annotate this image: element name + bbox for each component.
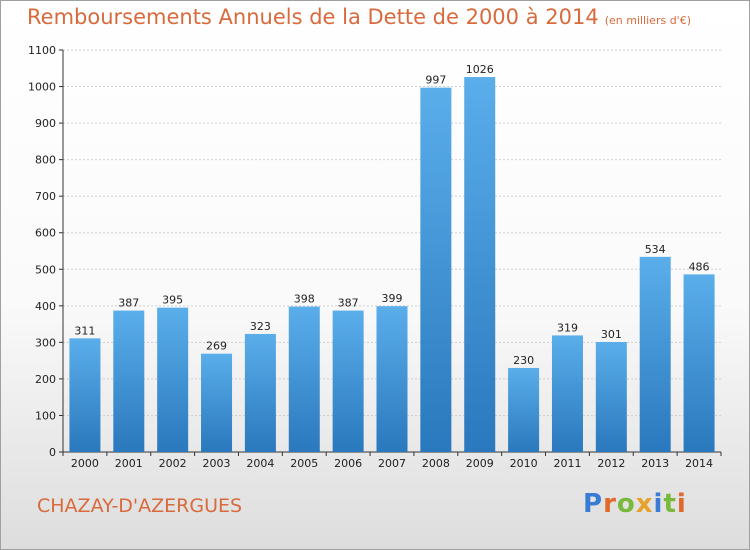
chart-title: Remboursements Annuels de la Dette de 20… [27, 5, 691, 29]
y-tick-label: 1100 [28, 44, 56, 57]
bar [201, 353, 233, 452]
bar-value-label: 486 [689, 260, 710, 273]
bar-value-label: 323 [250, 320, 271, 333]
chart-subtitle: (en milliers d'€) [604, 14, 691, 27]
bar-value-label: 398 [294, 293, 315, 306]
x-tick-label: 2009 [466, 457, 494, 470]
bar [244, 333, 276, 452]
x-tick-label: 2013 [641, 457, 669, 470]
x-tick-label: 2008 [422, 457, 450, 470]
logo-letter: r [603, 489, 617, 519]
y-tick-label: 300 [35, 336, 56, 349]
bar [595, 341, 627, 452]
bar [551, 335, 583, 452]
logo-letter: P [583, 489, 604, 519]
bar [508, 367, 540, 452]
y-tick-label: 700 [35, 190, 56, 203]
bar [376, 306, 408, 452]
x-tick-label: 2005 [290, 457, 318, 470]
city-name: CHAZAY-D'AZERGUES [37, 495, 243, 517]
bar-value-label: 399 [382, 292, 403, 305]
bar-value-label: 534 [645, 243, 666, 256]
bar [113, 310, 145, 452]
logo-letter: i [676, 489, 687, 519]
bar [683, 274, 715, 452]
x-tick-label: 2004 [246, 457, 274, 470]
y-tick-label: 400 [35, 300, 56, 313]
y-tick-label: 800 [35, 154, 56, 167]
bar-value-label: 997 [425, 74, 446, 87]
x-tick-label: 2003 [203, 457, 231, 470]
bar [157, 307, 189, 452]
y-tick-label: 900 [35, 117, 56, 130]
logo-letter: t [663, 489, 677, 519]
bar [288, 306, 320, 452]
y-tick-label: 200 [35, 373, 56, 386]
x-tick-label: 2006 [334, 457, 362, 470]
x-tick-label: 2002 [159, 457, 187, 470]
bar [332, 310, 364, 452]
y-tick-label: 1000 [28, 81, 56, 94]
bar-value-label: 387 [338, 297, 359, 310]
y-tick-label: 500 [35, 263, 56, 276]
x-tick-label: 2000 [71, 457, 99, 470]
title-text: Remboursements Annuels de la Dette de 20… [27, 5, 599, 29]
bar [69, 338, 101, 452]
bar-value-label: 301 [601, 328, 622, 341]
logo-letter: o [616, 489, 636, 519]
y-tick-label: 100 [35, 409, 56, 422]
x-tick-label: 2001 [115, 457, 143, 470]
y-tick-label: 0 [49, 446, 56, 459]
bar [639, 256, 671, 452]
logo-letter: i [653, 489, 664, 519]
bar [420, 87, 452, 452]
x-tick-label: 2007 [378, 457, 406, 470]
bar-value-label: 387 [118, 297, 139, 310]
x-tick-label: 2010 [510, 457, 538, 470]
bar-value-label: 319 [557, 321, 578, 334]
logo-letter: x [635, 489, 654, 519]
proxiti-logo[interactable]: Proxiti [583, 489, 687, 519]
bar-value-label: 311 [74, 324, 95, 337]
x-tick-label: 2014 [685, 457, 713, 470]
x-tick-label: 2012 [597, 457, 625, 470]
bar-value-label: 269 [206, 340, 227, 353]
y-tick-label: 600 [35, 227, 56, 240]
bar [464, 77, 496, 452]
x-tick-label: 2011 [553, 457, 581, 470]
bar-value-label: 395 [162, 294, 183, 307]
bar-value-label: 230 [513, 354, 534, 367]
bar-value-label: 1026 [466, 63, 494, 76]
